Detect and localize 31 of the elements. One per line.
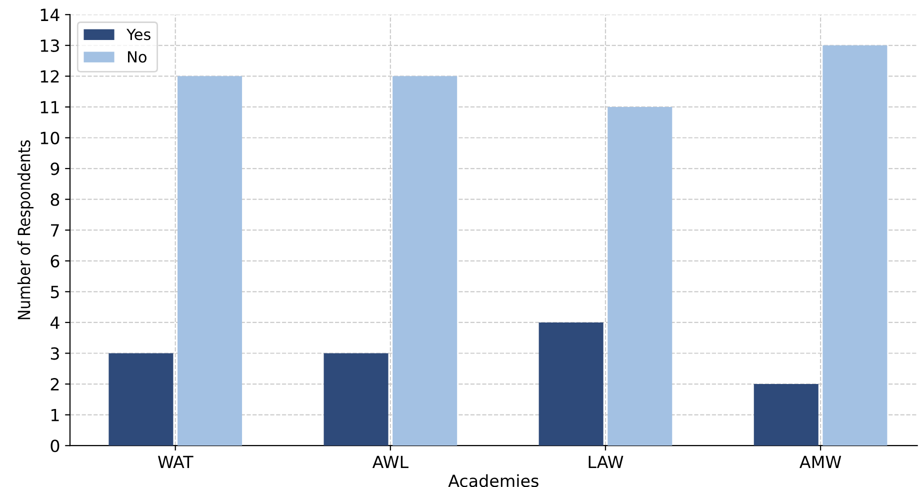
- bar: [178, 76, 242, 446]
- y-tick-label: 14: [40, 8, 60, 21]
- x-tick-label: WAT: [158, 456, 194, 468]
- y-tick-label: 3: [50, 347, 59, 360]
- y-tick-label: 13: [40, 39, 59, 52]
- y-tick-label: 2: [50, 378, 59, 390]
- y-tick-label: 12: [40, 70, 59, 83]
- y-tick-label: 9: [50, 162, 60, 176]
- y-tick-label: 6: [50, 254, 60, 268]
- x-tick-label: AWL: [372, 456, 408, 468]
- x-tick-label: LAW: [588, 456, 624, 468]
- legend-label: No: [128, 51, 146, 63]
- legend-label: Yes: [126, 28, 150, 40]
- bar: [108, 353, 174, 446]
- bar: [392, 76, 458, 446]
- y-tick-label: 4: [50, 316, 60, 329]
- bar: [538, 322, 604, 446]
- y-tick-label: 11: [40, 101, 59, 114]
- y-tick-label: 7: [51, 224, 59, 236]
- y-axis-title: Number of Respondents: [17, 140, 34, 320]
- y-tick-label: 10: [40, 132, 60, 144]
- y-tick-label: 5: [50, 286, 59, 298]
- bar: [608, 106, 672, 446]
- bar: [324, 353, 388, 446]
- bar: [822, 45, 888, 446]
- bar: [754, 384, 818, 446]
- y-tick-label: 0: [50, 440, 60, 452]
- y-tick-label: 1: [52, 409, 59, 422]
- x-axis-title: Academies: [448, 474, 538, 487]
- x-tick-label: AMW: [800, 456, 842, 468]
- y-tick-label: 8: [50, 193, 60, 206]
